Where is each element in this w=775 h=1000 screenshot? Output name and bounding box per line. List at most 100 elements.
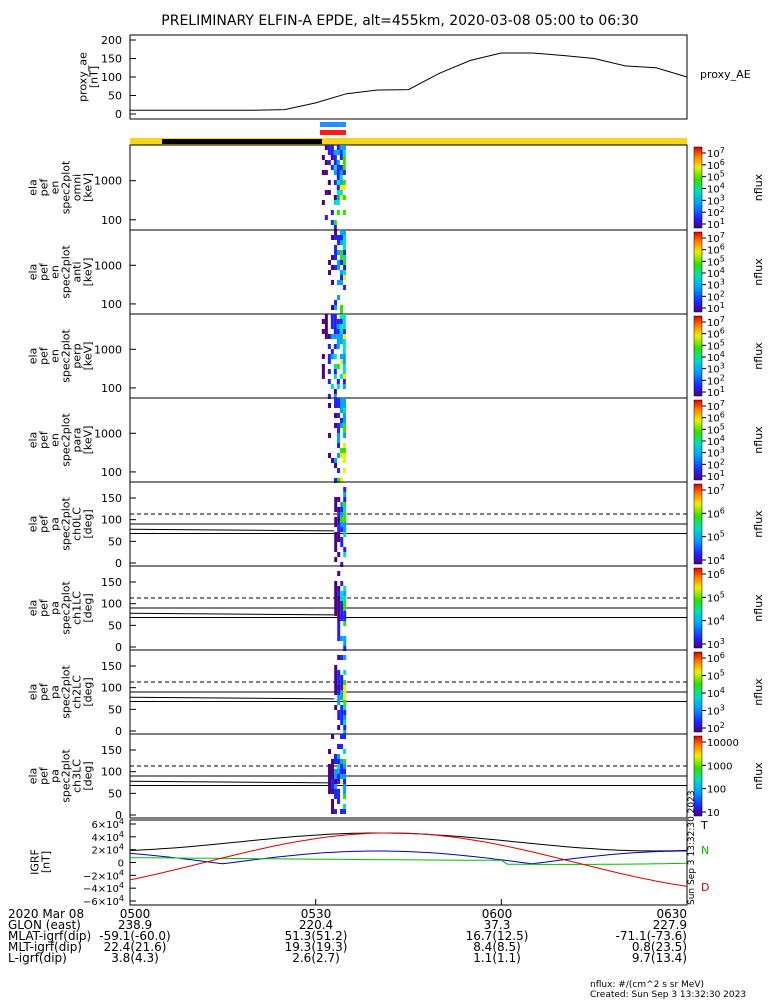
colorbar-label: nflux bbox=[752, 762, 765, 790]
colorbar-tick-label: 105 bbox=[707, 669, 725, 683]
colorbar-tick-label: 105 bbox=[707, 422, 725, 436]
heatmap-cell bbox=[337, 438, 341, 443]
igrf-ytick-label: 6×104 bbox=[91, 817, 124, 831]
heatmap-cell bbox=[343, 705, 347, 710]
panel-ylabel-line: ela bbox=[27, 264, 40, 281]
heatmap-cell bbox=[331, 809, 335, 814]
panel-ylabel-line: para bbox=[71, 428, 84, 453]
panel-ylabel-line: ela bbox=[27, 179, 40, 196]
heatmap-cell bbox=[336, 185, 340, 190]
heatmap-cell bbox=[336, 175, 340, 180]
heatmap-cell bbox=[339, 354, 343, 359]
heatmap-cell bbox=[337, 794, 341, 799]
heatmap-cell bbox=[337, 295, 341, 300]
heatmap-cell bbox=[343, 497, 347, 502]
footer-row-label: MLT-igrf(dip) bbox=[8, 940, 82, 954]
panel-ylabel-line: pef bbox=[38, 514, 51, 533]
heatmap-cell bbox=[334, 611, 338, 616]
heatmap-cell bbox=[343, 270, 347, 275]
colorbar-label: nflux bbox=[752, 173, 765, 201]
heatmap-cell bbox=[339, 145, 343, 150]
heatmap-cell bbox=[328, 764, 332, 769]
panel-ylabel-line: spec2plot bbox=[60, 749, 73, 803]
ytick-label: 50 bbox=[108, 535, 122, 548]
footer-value: -71.1(-73.6) bbox=[616, 929, 687, 943]
heatmap-cell bbox=[337, 517, 341, 522]
igrf-ytick-label: 4×104 bbox=[91, 830, 124, 844]
heatmap-cell bbox=[339, 195, 343, 200]
colorbar-tick-label: 105 bbox=[707, 590, 725, 604]
heatmap-cell bbox=[343, 532, 347, 537]
heatmap-cell bbox=[336, 334, 340, 339]
footer-value: 0.8(23.5) bbox=[632, 940, 687, 954]
heatmap-cell bbox=[339, 334, 343, 339]
heatmap-cell bbox=[331, 769, 335, 774]
heatmap-cell bbox=[333, 155, 337, 160]
igrf-down-line bbox=[129, 832, 688, 887]
heatmap-cell bbox=[337, 759, 341, 764]
heatmap-cell bbox=[343, 730, 347, 735]
heatmap-cell bbox=[333, 389, 337, 394]
heatmap-cell bbox=[340, 537, 344, 542]
heatmap-cell bbox=[339, 180, 343, 185]
panel-ylabel-line: [deg] bbox=[82, 509, 95, 538]
heatmap-cell bbox=[343, 769, 347, 774]
heatmap-cell bbox=[343, 433, 347, 438]
heatmap-cell bbox=[342, 344, 346, 349]
heatmap-cell bbox=[334, 774, 338, 779]
heatmap-cell bbox=[343, 685, 347, 690]
igrf-north-line bbox=[129, 857, 688, 865]
heatmap-cell bbox=[328, 270, 332, 275]
heatmap-cell bbox=[342, 349, 346, 354]
heatmap-cell bbox=[342, 384, 346, 389]
heatmap-cell bbox=[340, 680, 344, 685]
colorbar-tick-label: 103 bbox=[707, 704, 725, 718]
heatmap-cell bbox=[333, 165, 337, 170]
footer-value: 0500 bbox=[120, 907, 151, 921]
proxy-ae-legend: proxy_AE bbox=[700, 68, 751, 81]
colorbar-tick-label: 104 bbox=[707, 266, 725, 280]
heatmap-cell bbox=[337, 715, 341, 720]
heatmap-cell bbox=[337, 433, 341, 438]
heatmap-cell bbox=[334, 403, 338, 408]
heatmap-cell bbox=[334, 547, 338, 552]
footer-value: 1.1(1.1) bbox=[473, 951, 521, 965]
heatmap-cell bbox=[337, 601, 341, 606]
heatmap-cell bbox=[334, 794, 338, 799]
heatmap-cell bbox=[330, 319, 334, 324]
heatmap-cell bbox=[337, 631, 341, 636]
panel-ylabel-line: ch3LC bbox=[71, 759, 84, 793]
heatmap-cell bbox=[343, 700, 347, 705]
panel-ylabel-line: [deg] bbox=[82, 677, 95, 706]
panel-ylabel-line: spec2plot bbox=[60, 245, 73, 299]
heatmap-cell bbox=[342, 314, 346, 319]
ytick-label: 150 bbox=[101, 744, 122, 757]
heatmap-cell bbox=[337, 398, 341, 403]
heatmap-cell bbox=[343, 720, 347, 725]
heatmap-cell bbox=[331, 305, 335, 310]
heatmap-cell bbox=[342, 180, 346, 185]
heatmap-cell bbox=[339, 170, 343, 175]
heatmap-cell bbox=[340, 769, 344, 774]
heatmap-cell bbox=[337, 626, 341, 631]
heatmap-cell bbox=[321, 364, 325, 369]
heatmap-cell bbox=[340, 305, 344, 310]
panel-ylabel-line: spec2plot bbox=[60, 665, 73, 719]
heatmap-cell bbox=[342, 374, 346, 379]
footer-value: 9.7(13.4) bbox=[632, 951, 687, 965]
heatmap-cell bbox=[336, 344, 340, 349]
heatmap-cell bbox=[337, 680, 341, 685]
ytick-label: 100 bbox=[101, 598, 122, 611]
heatmap-cell bbox=[343, 512, 347, 517]
heatmap-cell bbox=[333, 180, 337, 185]
panel-ylabel-line: [keV] bbox=[82, 342, 95, 371]
heatmap-cell bbox=[343, 285, 347, 290]
ytick-label: 50 bbox=[108, 787, 122, 800]
heatmap-cell bbox=[330, 150, 334, 155]
pa-trace-line bbox=[129, 612, 335, 616]
